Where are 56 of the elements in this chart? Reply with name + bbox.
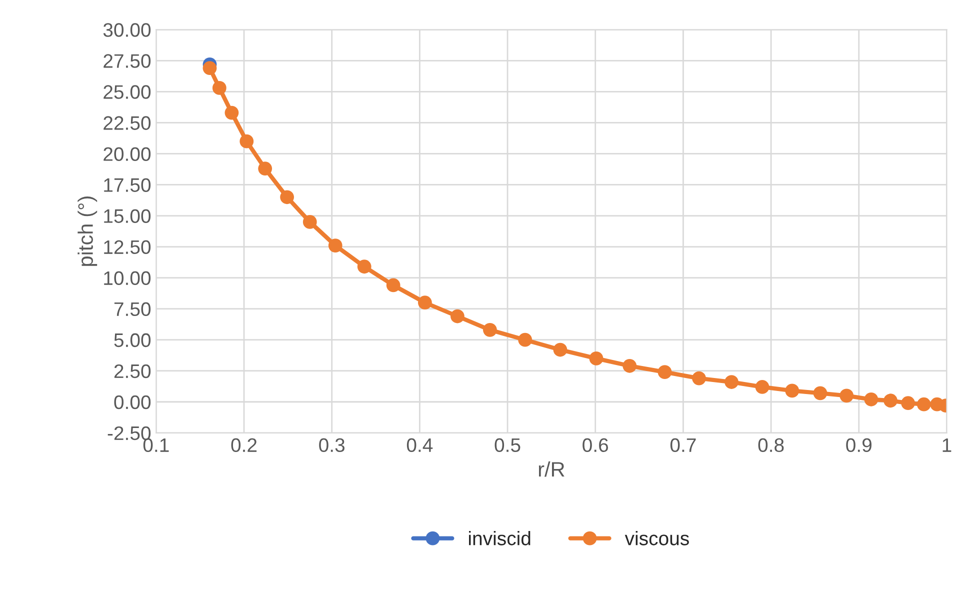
point: [357, 260, 372, 274]
y-tick-label: 2.50: [114, 364, 151, 378]
point: [386, 278, 400, 292]
point: [589, 352, 604, 366]
legend-label: inviscid: [469, 531, 530, 546]
point: [258, 162, 272, 176]
y-tick-label: 15.00: [104, 209, 151, 223]
y-tick-label: 30.00: [103, 23, 151, 37]
point: [840, 388, 854, 403]
x-axis-title: r/R: [538, 461, 564, 477]
y-tick-label: 10.00: [104, 271, 151, 286]
point: [418, 296, 432, 310]
point: [724, 375, 738, 389]
point: [518, 332, 532, 347]
point: [202, 61, 217, 76]
point: [240, 134, 254, 148]
point: [622, 358, 637, 373]
point: [813, 386, 828, 400]
point: [755, 380, 770, 394]
x-tick-label: 0.6: [582, 438, 608, 452]
y-tick-label: 17.50: [104, 178, 151, 192]
point: [864, 392, 878, 406]
point: [884, 394, 898, 408]
point: [328, 238, 342, 252]
x-tick-label: 0.8: [758, 438, 784, 452]
legend-label: viscous: [624, 531, 689, 546]
point: [916, 397, 931, 412]
x-tick-label: 0.9: [846, 438, 872, 452]
point: [483, 322, 497, 337]
x-tick-label: 1: [942, 438, 952, 452]
x-tick-label: 0.7: [670, 438, 696, 452]
point: [553, 342, 568, 357]
y-tick-label: 25.00: [104, 85, 151, 99]
y-tick-label: 7.50: [114, 302, 151, 316]
y-tick-label: 12.50: [104, 240, 151, 254]
point: [212, 81, 226, 95]
point: [692, 371, 706, 386]
point: [785, 384, 800, 398]
y-tick-label: -2.50: [108, 426, 151, 440]
y-axis-title: pitch (°): [78, 196, 98, 266]
point: [302, 215, 317, 229]
y-tick-label: 20.00: [104, 147, 151, 161]
point: [658, 365, 672, 380]
y-tick-label: 0.00: [114, 395, 151, 410]
x-tick-label: 0.3: [319, 438, 344, 452]
y-tick-label: 5.00: [114, 333, 151, 348]
x-tick-label: 0.2: [231, 438, 257, 452]
x-tick-label: 0.5: [494, 438, 520, 452]
point: [901, 396, 916, 410]
x-tick-label: 0.4: [406, 438, 433, 452]
point: [224, 106, 239, 120]
y-tick-label: 27.50: [104, 54, 151, 68]
point: [280, 190, 294, 204]
y-tick-label: 22.50: [104, 116, 151, 130]
x-tick-label: 0.1: [143, 438, 169, 452]
point: [450, 309, 464, 324]
